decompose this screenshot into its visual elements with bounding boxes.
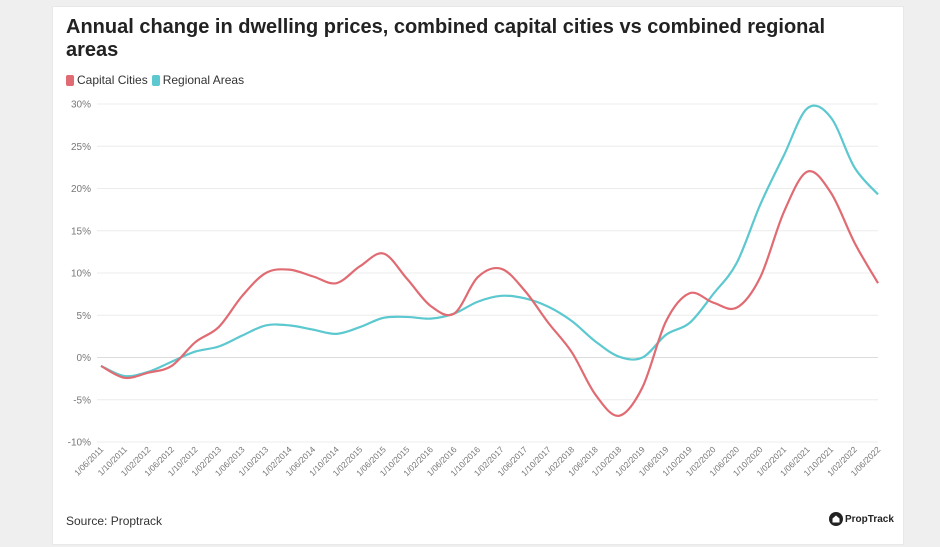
y-tick-label: 25% [71, 142, 91, 153]
y-tick-label: 10% [71, 269, 91, 280]
house-icon [829, 512, 843, 526]
legend-item-regional: Regional Areas [151, 73, 245, 87]
logo-text: PropTrack [845, 513, 894, 525]
legend-label-regional: Regional Areas [162, 73, 245, 87]
y-tick-label: 15% [71, 226, 91, 237]
y-tick-label: 0% [77, 353, 92, 364]
y-tick-label: 30% [71, 100, 91, 111]
regional-areas-line [100, 104, 879, 378]
chart-title: Annual change in dwelling prices, combin… [66, 16, 826, 61]
y-tick-label: -10% [68, 438, 91, 449]
legend-item-capital: Capital Cities [66, 73, 148, 87]
y-tick-label: 5% [77, 311, 92, 322]
y-tick-label: -5% [73, 395, 91, 406]
y-tick-label: 20% [71, 184, 91, 195]
legend-label-capital: Capital Cities [77, 73, 148, 87]
capital-cities-line [100, 170, 879, 417]
source-note: Source: Proptrack [66, 514, 163, 528]
legend-swatch-capital [66, 74, 74, 86]
legend-swatch-regional [151, 74, 160, 86]
legend: Capital Cities Regional Areas [66, 73, 248, 87]
proptrack-logo: PropTrack [829, 512, 894, 526]
